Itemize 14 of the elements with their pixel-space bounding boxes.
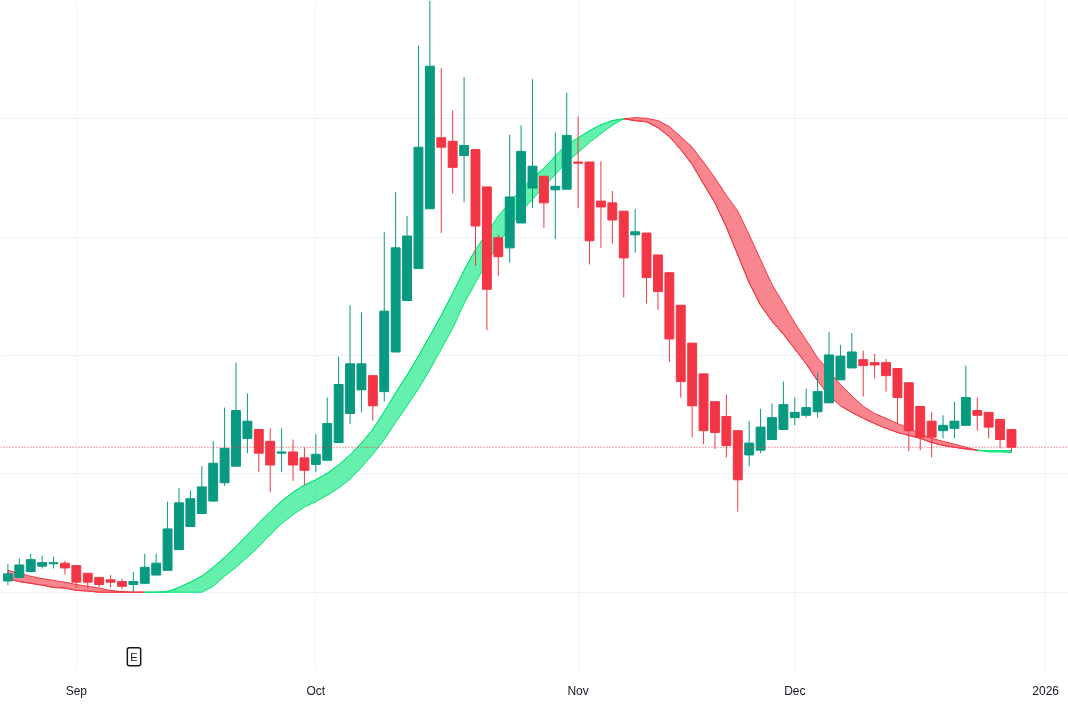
candlestick (858, 350, 869, 397)
candlestick (436, 67, 447, 234)
x-tick-label: Dec (784, 683, 806, 698)
candlestick (972, 397, 983, 432)
text: E (130, 650, 138, 663)
candlestick (276, 427, 287, 473)
candlestick (630, 208, 641, 254)
candlestick (459, 76, 470, 203)
x-tick-label: Oct (306, 683, 326, 698)
candlestick (550, 131, 561, 240)
candlestick (128, 571, 139, 593)
x-tick-label: 2026 (1032, 683, 1060, 698)
x-tick-label: Sep (65, 683, 88, 698)
x-tick-label: Nov (567, 683, 589, 698)
